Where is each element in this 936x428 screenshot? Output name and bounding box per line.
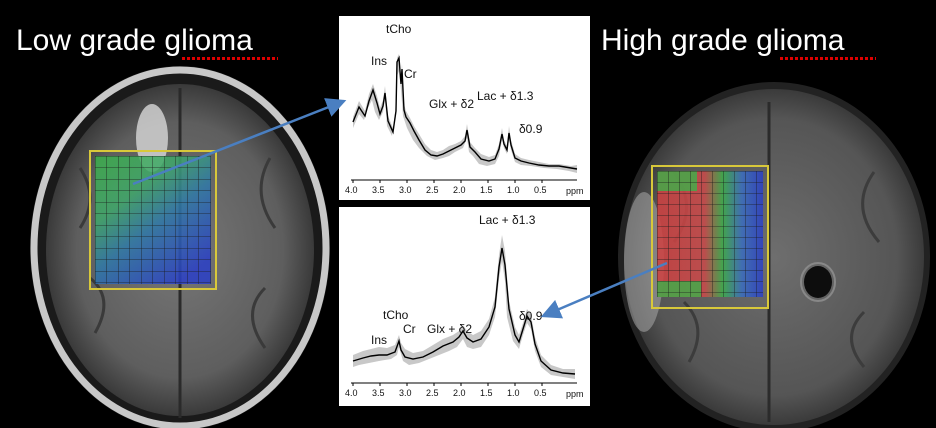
low-grade-x-ticks: 4.0 3.5 3.0 2.5 2.0 1.5 1.0 0.5 ppm [345, 180, 584, 196]
tick-label: 2.5 [426, 388, 439, 398]
low-grade-glioma-title: Low grade glioma [16, 24, 253, 57]
tick-label: 2.0 [453, 185, 466, 195]
high-grade-glioma-title: High grade glioma [601, 24, 845, 57]
peak-label-cr: Cr [404, 67, 417, 81]
tick-label: 4.0 [345, 388, 358, 398]
tick-label: 0.5 [534, 388, 547, 398]
tick-label: 2.5 [426, 185, 439, 195]
peak-label-glx: Glx + δ2 [429, 97, 474, 111]
tick-label: 1.5 [480, 388, 493, 398]
peak-label-cr: Cr [403, 322, 416, 336]
high-grade-spectroscopy-grid [651, 165, 769, 309]
tick-label: 3.5 [372, 388, 385, 398]
spellcheck-underline [780, 57, 876, 60]
peak-label-d09: δ0.9 [519, 122, 543, 136]
tick-label: 0.5 [534, 185, 547, 195]
high-grade-arrow [540, 261, 668, 319]
peak-label-glx: Glx + δ2 [427, 322, 472, 336]
spellcheck-underline [182, 57, 278, 60]
peak-label-d09: δ0.9 [519, 309, 543, 323]
tick-label: 2.0 [453, 388, 466, 398]
peak-label-tcho: tCho [383, 308, 409, 322]
tick-label: 1.5 [480, 185, 493, 195]
high-grade-x-ticks: 4.0 3.5 3.0 2.5 2.0 1.5 1.0 0.5 ppm [345, 383, 584, 399]
tick-label: 3.5 [372, 185, 385, 195]
peak-label-lac: Lac + δ1.3 [479, 213, 536, 227]
tick-label: 3.0 [399, 388, 412, 398]
peak-label-tcho: tCho [386, 22, 412, 36]
tick-label: 1.0 [507, 185, 520, 195]
x-unit-label: ppm [566, 186, 584, 196]
tick-label: 4.0 [345, 185, 358, 195]
tick-label: 1.0 [507, 388, 520, 398]
peak-label-lac: Lac + δ1.3 [477, 89, 534, 103]
x-unit-label: ppm [566, 389, 584, 399]
low-grade-arrow [132, 98, 347, 186]
peak-label-ins: Ins [371, 54, 387, 68]
tick-label: 3.0 [399, 185, 412, 195]
low-grade-mrs-spectrum: 4.0 3.5 3.0 2.5 2.0 1.5 1.0 0.5 ppm tCho… [339, 16, 590, 200]
peak-label-ins: Ins [371, 333, 387, 347]
